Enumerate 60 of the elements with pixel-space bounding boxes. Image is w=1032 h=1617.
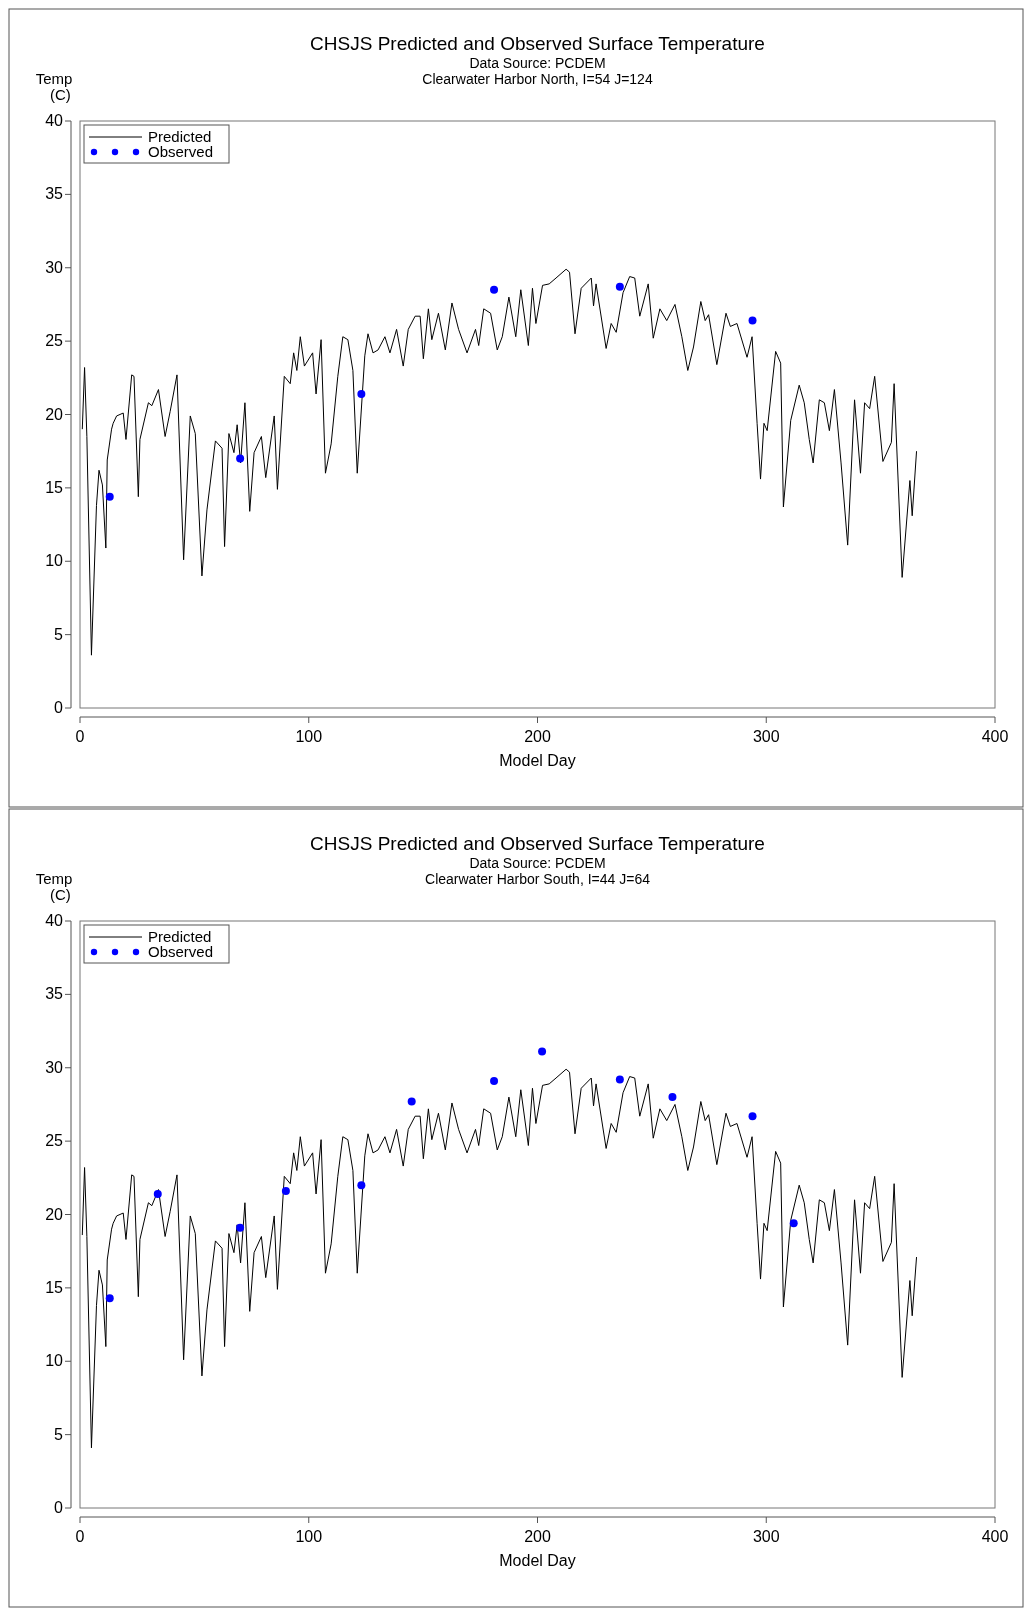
x-tick-label: 300	[752, 728, 780, 745]
point	[615, 282, 624, 291]
legend-label: Predicted	[148, 128, 212, 145]
legend-label: Observed	[148, 143, 214, 160]
point	[236, 1223, 245, 1232]
y-tick-label: 15	[45, 1278, 64, 1296]
x-tick-label: 0	[75, 1528, 85, 1545]
point	[490, 285, 499, 294]
point	[789, 1219, 798, 1228]
y-axis-title: Temp (C)	[35, 870, 73, 903]
x-tick-label: 200	[524, 728, 551, 745]
point	[357, 389, 366, 398]
point	[236, 454, 245, 463]
y-tick-label: 20	[45, 405, 64, 423]
x-tick-label: 200	[524, 1528, 551, 1545]
y-tick-label: 40	[45, 112, 64, 129]
point	[281, 1187, 290, 1196]
legend-label: Predicted	[148, 928, 212, 945]
y-tick-label: 35	[45, 985, 64, 1003]
y-tick-label: 0	[54, 699, 64, 716]
chart-title: CHSJS Predicted and Observed Surface Temperature	[310, 833, 765, 854]
point	[538, 1047, 547, 1056]
y-tick-label: 20	[45, 1205, 64, 1223]
x-axis-title: Model Day	[499, 1552, 576, 1569]
y-tick-label: 40	[45, 912, 64, 929]
y-tick-label: 15	[45, 478, 64, 496]
x-tick-label: 400	[981, 1528, 1009, 1545]
y-tick-label: 10	[45, 552, 64, 570]
y-tick-label: 30	[45, 258, 64, 276]
x-tick-label: 100	[295, 1528, 323, 1545]
legend-label: Observed	[148, 943, 214, 960]
point	[105, 1294, 114, 1303]
point	[153, 1189, 162, 1198]
chart-title: CHSJS Predicted and Observed Surface Temperature	[310, 33, 765, 54]
x-tick-label: 100	[295, 728, 323, 745]
y-tick-label: 0	[54, 1499, 64, 1516]
y-tick-label: 25	[45, 1132, 64, 1150]
line-series	[81, 268, 918, 656]
chart-subtitle: Data Source: PCDEM Clearwater Harbor North, I=54 J=124	[422, 55, 653, 87]
y-tick-label: 35	[45, 185, 64, 203]
y-axis-title: Temp (C)	[35, 70, 73, 103]
point	[748, 316, 757, 325]
y-tick-label: 5	[54, 625, 64, 643]
chart-subtitle: Data Source: PCDEM Clearwater Harbor South, I=44 J=64	[425, 855, 651, 887]
y-tick-label: 30	[45, 1058, 64, 1076]
x-tick-label: 300	[752, 1528, 780, 1545]
x-tick-label: 400	[981, 728, 1009, 745]
y-tick-label: 25	[45, 332, 64, 350]
point	[407, 1097, 416, 1106]
y-tick-label: 10	[45, 1352, 64, 1370]
line-series	[81, 1068, 918, 1449]
point	[668, 1093, 677, 1102]
point	[357, 1181, 366, 1190]
x-tick-label: 0	[75, 728, 85, 745]
point	[105, 492, 114, 501]
point	[490, 1076, 499, 1085]
y-tick-label: 5	[54, 1425, 64, 1443]
point	[748, 1112, 757, 1121]
x-axis-title: Model Day	[499, 752, 576, 769]
point	[615, 1075, 624, 1084]
